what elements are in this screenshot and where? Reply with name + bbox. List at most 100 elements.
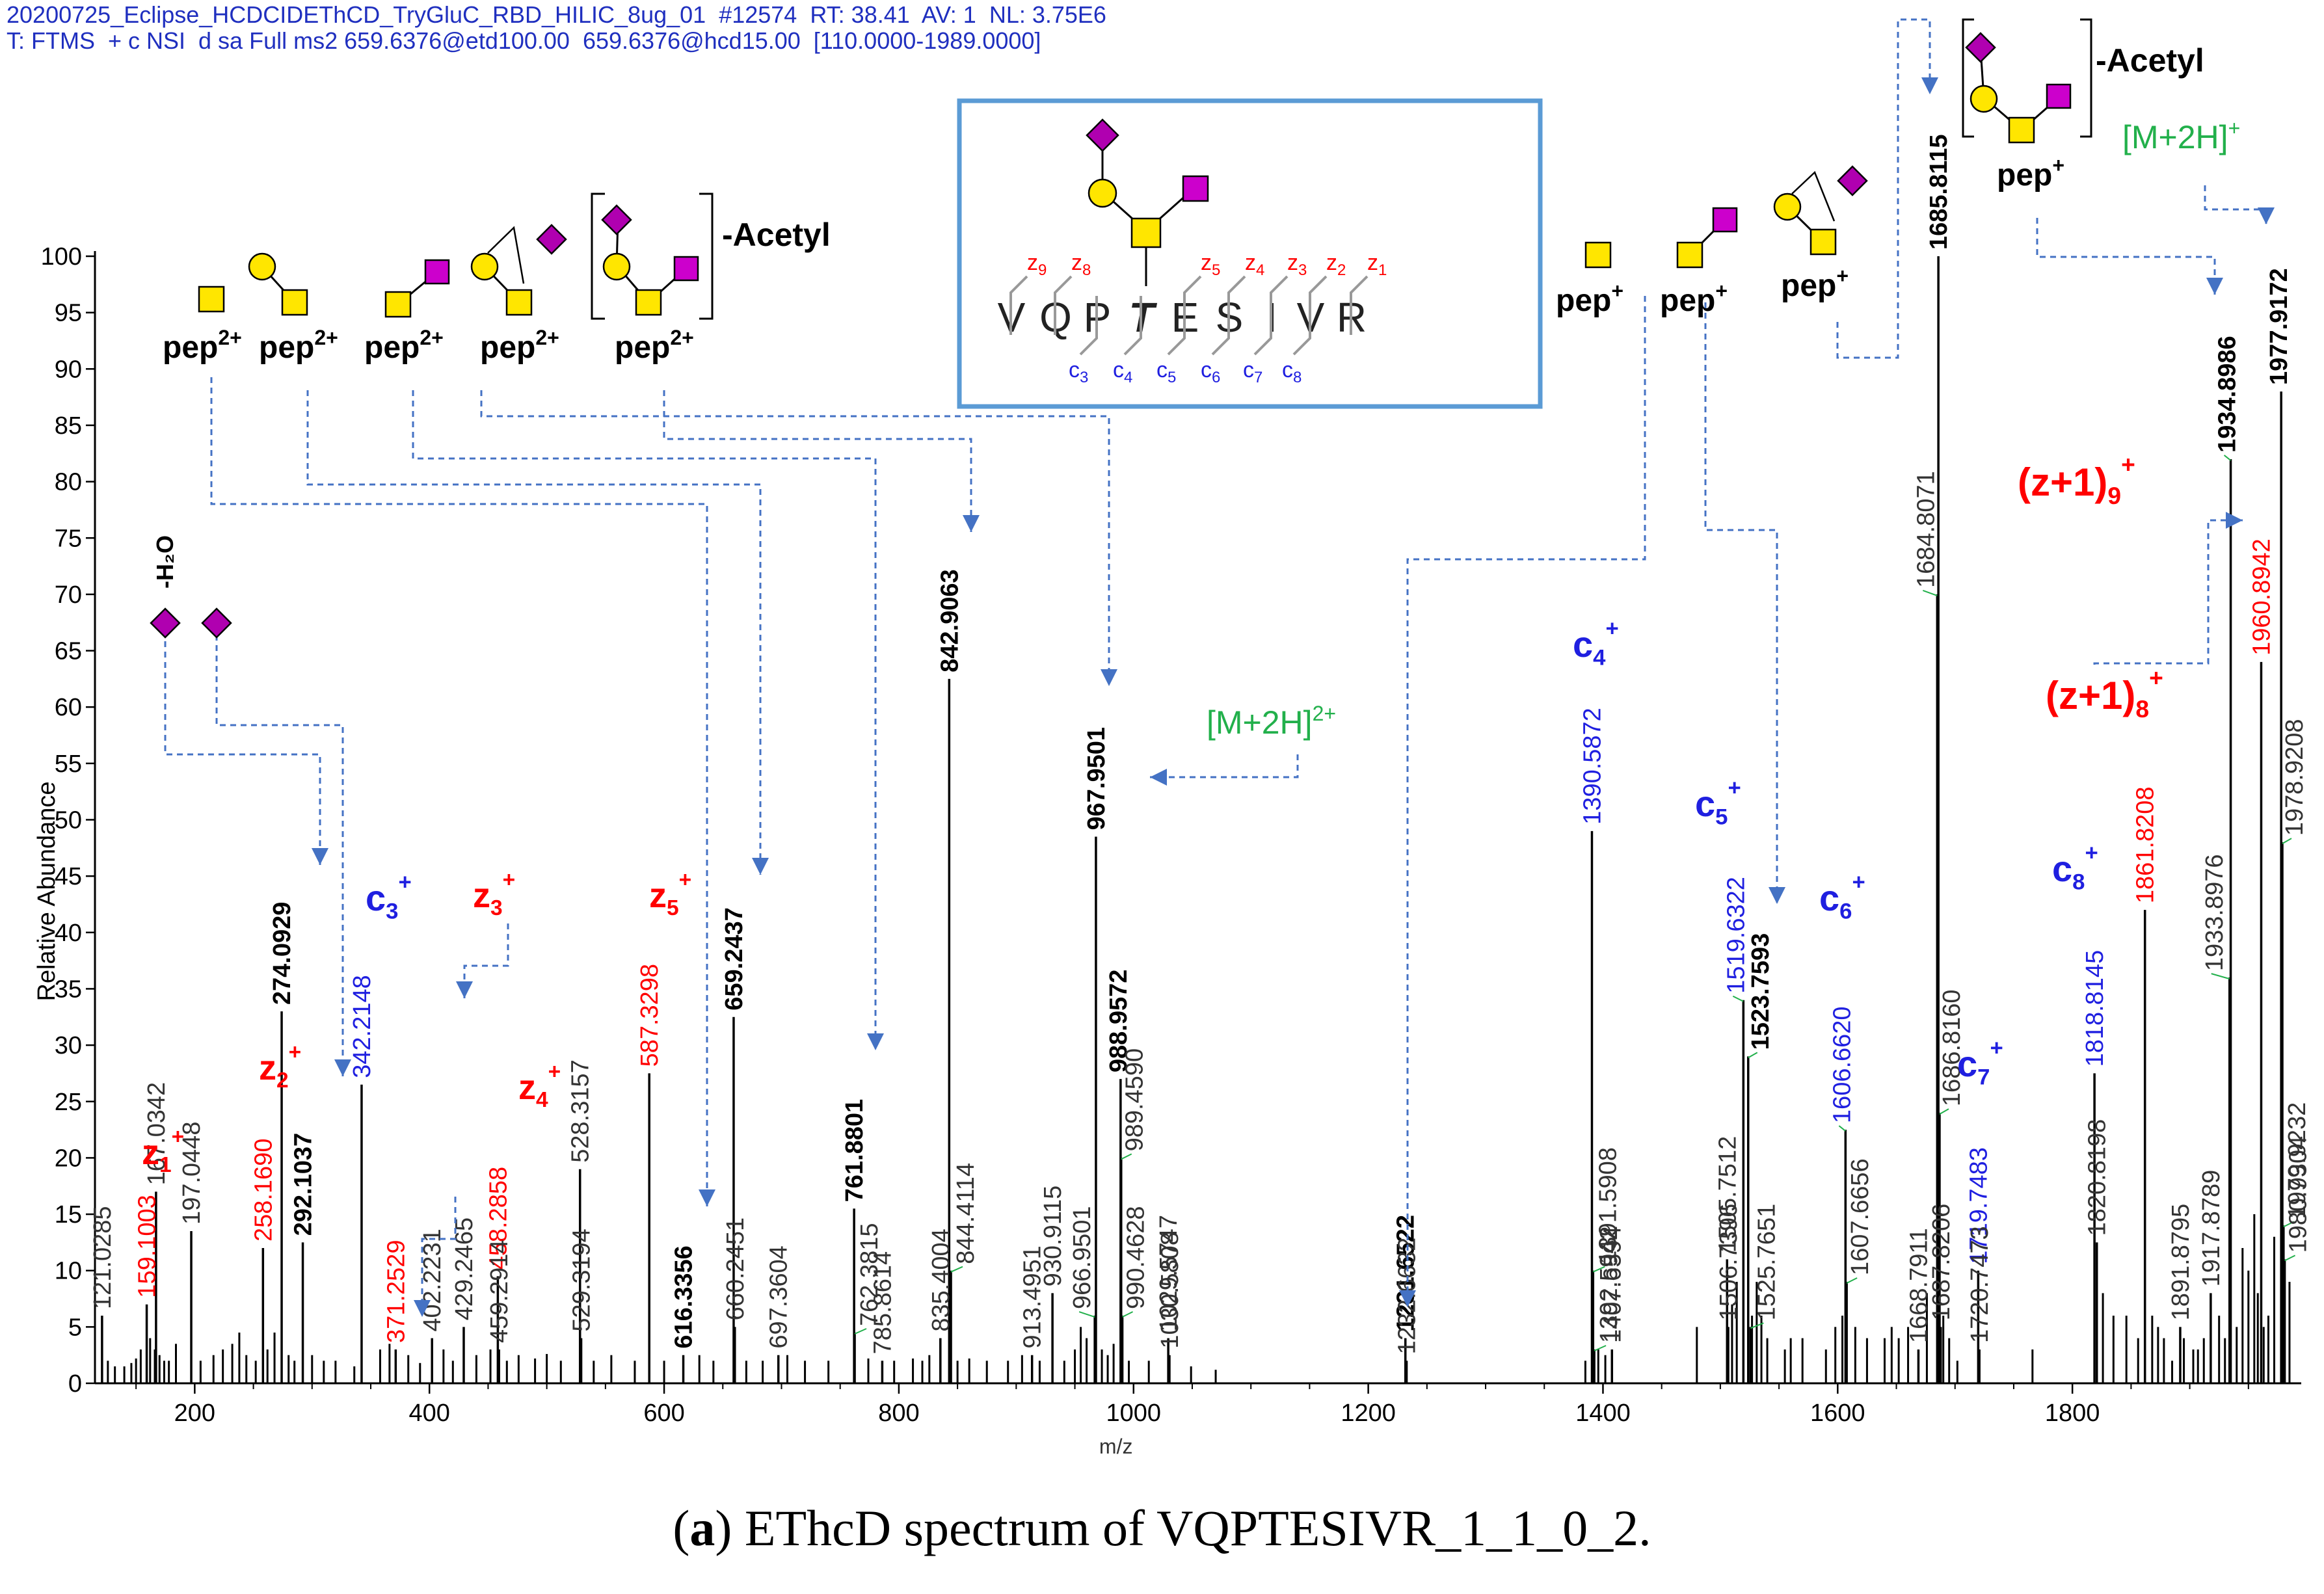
peak-label-528.3157: 528.3157 xyxy=(567,1059,594,1163)
x-tick-label: 1000 xyxy=(1106,1400,1161,1427)
label-leader xyxy=(1939,1108,1949,1115)
peak-label-459.2914: 459.2914 xyxy=(486,1240,513,1344)
y-tick-label: 90 xyxy=(55,356,82,383)
label-leader xyxy=(2211,973,2230,980)
peak-label-989.4590: 989.4590 xyxy=(1121,1048,1149,1152)
y-tick-label: 5 xyxy=(68,1314,82,1341)
peak-label-659.2437: 659.2437 xyxy=(721,907,748,1011)
ion-c7: c7+ xyxy=(1957,1036,2003,1090)
z-ion-label: z3 xyxy=(1287,250,1307,279)
peak-label-1684.8071: 1684.8071 xyxy=(1912,471,1940,588)
c-ion-cleavage-mark xyxy=(1167,296,1186,356)
peak-label-292.1037: 292.1037 xyxy=(290,1133,317,1236)
arrow-402-to-371 xyxy=(414,1197,457,1317)
ion-z1: z1+ xyxy=(142,1125,184,1177)
z-ion-label: z5 xyxy=(1201,250,1220,279)
label-leader xyxy=(950,1266,963,1273)
peak-label-342.2148: 342.2148 xyxy=(349,975,376,1078)
glycan-water-loss: -H₂O xyxy=(150,535,232,639)
label-leader xyxy=(1078,1311,1095,1318)
y-tick-label: 85 xyxy=(55,412,82,440)
axes: 0 5 10 15 20 25 30 35 40 45 50 55 60 65 70 75 80 85 90 95 10… xyxy=(33,243,2301,1458)
z-ion-label: z8 xyxy=(1071,250,1091,279)
peak-label-1029.5747: 1029.5747 xyxy=(1155,1215,1182,1332)
label-leader xyxy=(1846,1277,1858,1284)
peak-label-844.4114: 844.4114 xyxy=(952,1163,980,1264)
glycan-annotations: pep2+ pep2+ pep2+ pep2+ -Acetyl pep2+ -H₂O pep+… xyxy=(150,18,2204,639)
sequence-box-frame xyxy=(957,98,1543,409)
pep-label: pep+ xyxy=(1660,279,1728,318)
label-leader xyxy=(2282,838,2292,845)
peak-label-1977.9172: 1977.9172 xyxy=(2265,268,2293,385)
label-leader xyxy=(2223,455,2232,461)
label-leader xyxy=(2284,1255,2296,1262)
peak-label-1978.9208: 1978.9208 xyxy=(2281,719,2308,836)
c-ion-label: c6 xyxy=(1201,358,1220,386)
label-leader xyxy=(1732,995,1744,1002)
pep-label: pep2+ xyxy=(163,326,242,365)
x-tick-label: 400 xyxy=(409,1400,450,1427)
peak-label-1687.8206: 1687.8206 xyxy=(1928,1204,1955,1321)
y-tick-label: 70 xyxy=(55,581,82,609)
y-tick-label: 25 xyxy=(55,1089,82,1116)
peak-label-1505.7512: 1505.7512 xyxy=(1714,1136,1741,1253)
x-axis-title: m/z xyxy=(1099,1435,1133,1458)
y-tick-label: 100 xyxy=(41,243,82,271)
peak-label-835.4004: 835.4004 xyxy=(928,1229,955,1332)
peak-label-1668.7911: 1668.7911 xyxy=(1905,1228,1932,1343)
ion-c5: c5+ xyxy=(1695,776,1741,830)
label-leader xyxy=(1594,1345,1607,1351)
glycan-pep-sia: pep+ xyxy=(1773,165,1868,303)
c-ion-cleavage-mark xyxy=(1123,296,1142,356)
peak-label-1519.6322: 1519.6322 xyxy=(1722,877,1750,994)
caption-letter: a xyxy=(689,1500,715,1556)
peak-label-429.2465: 429.2465 xyxy=(451,1217,478,1321)
peak-label-660.2451: 660.2451 xyxy=(722,1217,749,1321)
y-tick-label: 45 xyxy=(55,863,82,890)
y-tick-label: 30 xyxy=(55,1032,82,1059)
peak-label-258.1690: 258.1690 xyxy=(250,1139,277,1242)
ion-z5: z5+ xyxy=(649,868,691,920)
glycan-pep2-hexnac: pep2+ xyxy=(163,286,242,365)
peak-label-930.9115: 930.9115 xyxy=(1039,1186,1067,1287)
c-ion-label: c4 xyxy=(1113,358,1132,386)
z-ion-label: z4 xyxy=(1245,250,1264,279)
pep-label: pep+ xyxy=(1997,153,2064,193)
water-loss-label: -H₂O xyxy=(152,535,178,589)
glycan-pep2-hexnac-hex: pep2+ xyxy=(248,252,338,365)
ion-z2: z2+ xyxy=(259,1041,301,1093)
y-tick-label: 10 xyxy=(55,1258,82,1285)
x-tick-label: 800 xyxy=(878,1400,919,1427)
arrow-m1h-to-1977 xyxy=(2204,185,2275,224)
z-ion-cleavage-mark xyxy=(1009,275,1028,335)
label-leader xyxy=(1750,1322,1764,1329)
z-ion-cleavage-mark xyxy=(1054,275,1073,335)
peak-label-1390.5872: 1390.5872 xyxy=(1579,708,1606,825)
peak-label-990.4628: 990.4628 xyxy=(1123,1206,1150,1310)
peak-label-1934.8986: 1934.8986 xyxy=(2214,336,2241,453)
label-leader xyxy=(2283,1221,2295,1228)
y-tick-label: 55 xyxy=(55,751,82,778)
acetyl-label: -Acetyl xyxy=(2096,42,2204,79)
y-tick-label: 75 xyxy=(55,525,82,552)
ion-m2h-1plus: [M+2H]+ xyxy=(2122,116,2240,155)
pep-label: pep+ xyxy=(1556,279,1623,318)
arrow-pepsia-to-1685 xyxy=(1836,18,1938,359)
peak-label-371.2529: 371.2529 xyxy=(382,1240,410,1344)
peak-label-913.4951: 913.4951 xyxy=(1019,1245,1047,1349)
ion-c4: c4+ xyxy=(1573,617,1619,671)
arrow-pep-to-1231 xyxy=(1399,296,1646,1307)
glycan-pep-acetyl: -Acetyl pep+ xyxy=(1962,18,2204,193)
glycan-pep-hexnac-neu: pep+ xyxy=(1660,207,1738,318)
pep-label: pep2+ xyxy=(259,326,338,365)
scan-header-line2: T: FTMS + c NSI d sa Full ms2 659.6376@e… xyxy=(7,27,1041,54)
peak-label-1523.7593: 1523.7593 xyxy=(1747,933,1774,1050)
peak-label-616.3356: 616.3356 xyxy=(671,1245,698,1349)
residue-T: T xyxy=(1129,294,1157,341)
mass-spectrum-chart: 0 5 10 15 20 25 30 35 40 45 50 55 60 65 70 75 80 85 90 95 10… xyxy=(33,18,2312,1458)
label-leader xyxy=(1748,1052,1758,1059)
peak-label-1917.8789: 1917.8789 xyxy=(2198,1170,2225,1287)
x-tick-label: 1600 xyxy=(1810,1400,1865,1427)
peak-label-1685.8115: 1685.8115 xyxy=(1925,134,1953,250)
